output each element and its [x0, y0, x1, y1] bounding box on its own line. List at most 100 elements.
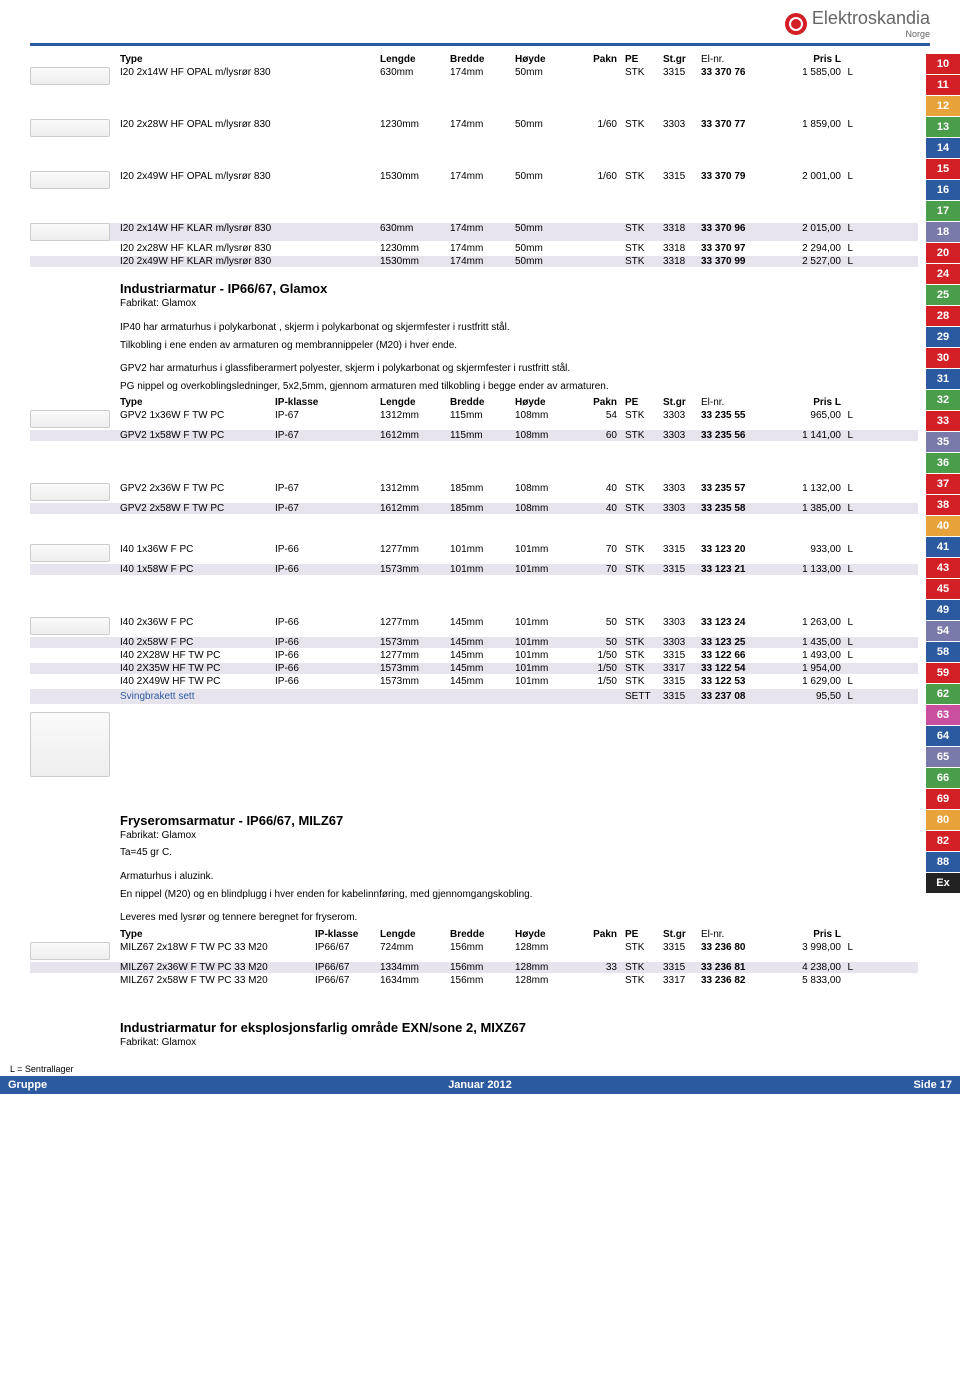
legend: L = Sentrallager — [10, 1064, 960, 1074]
sidebar-item[interactable]: 28 — [926, 306, 960, 326]
product-image — [30, 410, 110, 428]
table-row: GPV2 2x58W F TW PC IP-67 1612mm 185mm 10… — [30, 503, 918, 514]
section-desc: Leveres med lysrør og tennere beregnet f… — [120, 911, 918, 925]
table-row: I20 2x14W HF KLAR m/lysrør 830 630mm 174… — [30, 223, 918, 241]
footer-right: Side 17 — [840, 1076, 960, 1094]
footer-mid: Januar 2012 — [120, 1076, 840, 1094]
sidebar-item[interactable]: 59 — [926, 663, 960, 683]
product-image-row — [30, 712, 918, 777]
section-desc: Tilkobling i ene enden av armaturen og m… — [120, 339, 918, 353]
sidebar-item[interactable]: 32 — [926, 390, 960, 410]
page-footer: Gruppe Januar 2012 Side 17 — [0, 1076, 960, 1094]
table-row: I20 2x14W HF OPAL m/lysrør 830 630mm 174… — [30, 67, 918, 85]
section-desc: Armaturhus i aluzink. — [120, 870, 918, 884]
section-title: Industriarmatur for eksplosjonsfarlig om… — [120, 1020, 918, 1035]
sidebar-item[interactable]: 37 — [926, 474, 960, 494]
product-image — [30, 171, 110, 189]
sidebar-item[interactable]: 63 — [926, 705, 960, 725]
sidebar-item[interactable]: 58 — [926, 642, 960, 662]
sidebar-item[interactable]: 29 — [926, 327, 960, 347]
sidebar-item[interactable]: 69 — [926, 789, 960, 809]
table-row: I20 2x49W HF KLAR m/lysrør 830 1530mm 17… — [30, 256, 918, 267]
table-header: Type IP-klasse Lengde Bredde Høyde Pakn … — [30, 397, 918, 408]
table-row: I20 2x28W HF KLAR m/lysrør 830 1230mm 17… — [30, 243, 918, 254]
table-row: I20 2x49W HF OPAL m/lysrør 830 1530mm 17… — [30, 171, 918, 189]
sidebar-item[interactable]: 14 — [926, 138, 960, 158]
sidebar-item[interactable]: 15 — [926, 159, 960, 179]
table-row: I40 2x36W F PC IP-66 1277mm 145mm 101mm … — [30, 617, 918, 635]
sidebar-item[interactable]: 43 — [926, 558, 960, 578]
sidebar-item[interactable]: 49 — [926, 600, 960, 620]
table-row: Svingbrakett sett SETT 3315 33 237 08 95… — [30, 689, 918, 704]
sidebar-item[interactable]: 30 — [926, 348, 960, 368]
product-image — [30, 483, 110, 501]
table-header: Type IP-klasse Lengde Bredde Høyde Pakn … — [30, 929, 918, 940]
brand-country: Norge — [812, 29, 930, 39]
table-row: MILZ67 2x58W F TW PC 33 M20 IP66/67 1634… — [30, 975, 918, 986]
table-row: I40 1x36W F PC IP-66 1277mm 101mm 101mm … — [30, 544, 918, 562]
brand-logo: Elektroskandia Norge — [785, 8, 930, 39]
sidebar-item[interactable]: 80 — [926, 810, 960, 830]
sidebar-item[interactable]: 17 — [926, 201, 960, 221]
table-row: I40 1x58W F PC IP-66 1573mm 101mm 101mm … — [30, 564, 918, 575]
page-header: Elektroskandia Norge — [0, 0, 960, 43]
section-desc: IP40 har armaturhus i polykarbonat , skj… — [120, 321, 918, 335]
sidebar-item[interactable]: 41 — [926, 537, 960, 557]
brand-name: Elektroskandia — [812, 8, 930, 29]
table-row: I40 2X28W HF TW PC IP-66 1277mm 145mm 10… — [30, 650, 918, 661]
sidebar-item[interactable]: 35 — [926, 432, 960, 452]
sidebar-item[interactable]: 11 — [926, 75, 960, 95]
table-row: I40 2X49W HF TW PC IP-66 1573mm 145mm 10… — [30, 676, 918, 687]
main-column: Type Lengde Bredde Høyde Pakn PE St.gr E… — [30, 54, 926, 1054]
sidebar-item[interactable]: 16 — [926, 180, 960, 200]
section-sub: Fabrikat: Glamox — [120, 1037, 918, 1048]
sidebar-item[interactable]: 25 — [926, 285, 960, 305]
sidebar-item[interactable]: 40 — [926, 516, 960, 536]
sidebar-item[interactable]: 33 — [926, 411, 960, 431]
sidebar-item[interactable]: 18 — [926, 222, 960, 242]
section-title: Fryseromsarmatur - IP66/67, MILZ67 — [120, 813, 918, 828]
table-row: GPV2 1x36W F TW PC IP-67 1312mm 115mm 10… — [30, 410, 918, 428]
product-image — [30, 223, 110, 241]
sidebar-item[interactable]: 12 — [926, 96, 960, 116]
table-row: I40 2x58W F PC IP-66 1573mm 145mm 101mm … — [30, 637, 918, 648]
product-image — [30, 617, 110, 635]
product-image — [30, 942, 110, 960]
table-row: I20 2x28W HF OPAL m/lysrør 830 1230mm 17… — [30, 119, 918, 137]
section-sub: Ta=45 gr C. — [120, 847, 918, 858]
sidebar-item[interactable]: 45 — [926, 579, 960, 599]
sidebar-item[interactable]: 88 — [926, 852, 960, 872]
sidebar-item[interactable]: 10 — [926, 54, 960, 74]
product-image — [30, 67, 110, 85]
product-image — [30, 712, 110, 777]
sidebar-item[interactable]: 20 — [926, 243, 960, 263]
table-row: I40 2X35W HF TW PC IP-66 1573mm 145mm 10… — [30, 663, 918, 674]
sidebar-item[interactable]: Ex — [926, 873, 960, 893]
sidebar-item[interactable]: 62 — [926, 684, 960, 704]
sidebar-item[interactable]: 13 — [926, 117, 960, 137]
product-image — [30, 119, 110, 137]
product-image — [30, 544, 110, 562]
content-area: Type Lengde Bredde Høyde Pakn PE St.gr E… — [0, 46, 960, 1062]
sidebar-item[interactable]: 24 — [926, 264, 960, 284]
sidebar-item[interactable]: 31 — [926, 369, 960, 389]
section-desc: En nippel (M20) og en blindplugg i hver … — [120, 888, 918, 902]
sidebar-item[interactable]: 38 — [926, 495, 960, 515]
section-desc: PG nippel og overkoblingsledninger, 5x2,… — [120, 380, 918, 394]
section-sub: Fabrikat: Glamox — [120, 830, 918, 841]
sidebar-item[interactable]: 82 — [926, 831, 960, 851]
table-header: Type Lengde Bredde Høyde Pakn PE St.gr E… — [30, 54, 918, 65]
logo-icon — [785, 13, 807, 35]
sidebar-item[interactable]: 65 — [926, 747, 960, 767]
table-row: GPV2 1x58W F TW PC IP-67 1612mm 115mm 10… — [30, 430, 918, 441]
sidebar-item[interactable]: 54 — [926, 621, 960, 641]
sidebar-item[interactable]: 36 — [926, 453, 960, 473]
sidebar-item[interactable]: 64 — [926, 726, 960, 746]
sidebar-item[interactable]: 66 — [926, 768, 960, 788]
table-row: MILZ67 2x36W F TW PC 33 M20 IP66/67 1334… — [30, 962, 918, 973]
table-row: GPV2 2x36W F TW PC IP-67 1312mm 185mm 10… — [30, 483, 918, 501]
section-desc: GPV2 har armaturhus i glassfiberarmert p… — [120, 362, 918, 376]
footer-left: Gruppe — [0, 1076, 120, 1094]
section-sub: Fabrikat: Glamox — [120, 298, 918, 309]
table-row: MILZ67 2x18W F TW PC 33 M20 IP66/67 724m… — [30, 942, 918, 960]
